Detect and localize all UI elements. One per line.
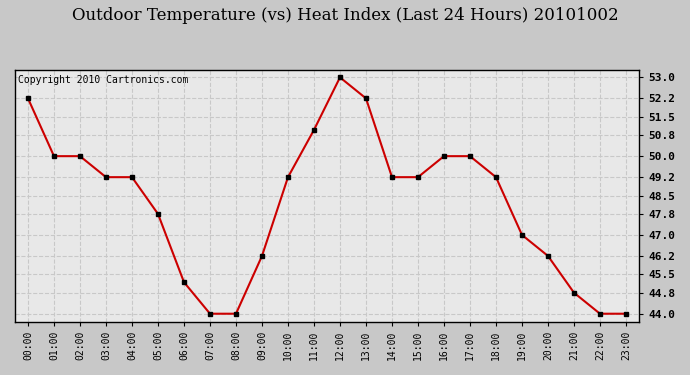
Text: Copyright 2010 Cartronics.com: Copyright 2010 Cartronics.com <box>18 75 188 84</box>
Text: Outdoor Temperature (vs) Heat Index (Last 24 Hours) 20101002: Outdoor Temperature (vs) Heat Index (Las… <box>72 8 618 24</box>
